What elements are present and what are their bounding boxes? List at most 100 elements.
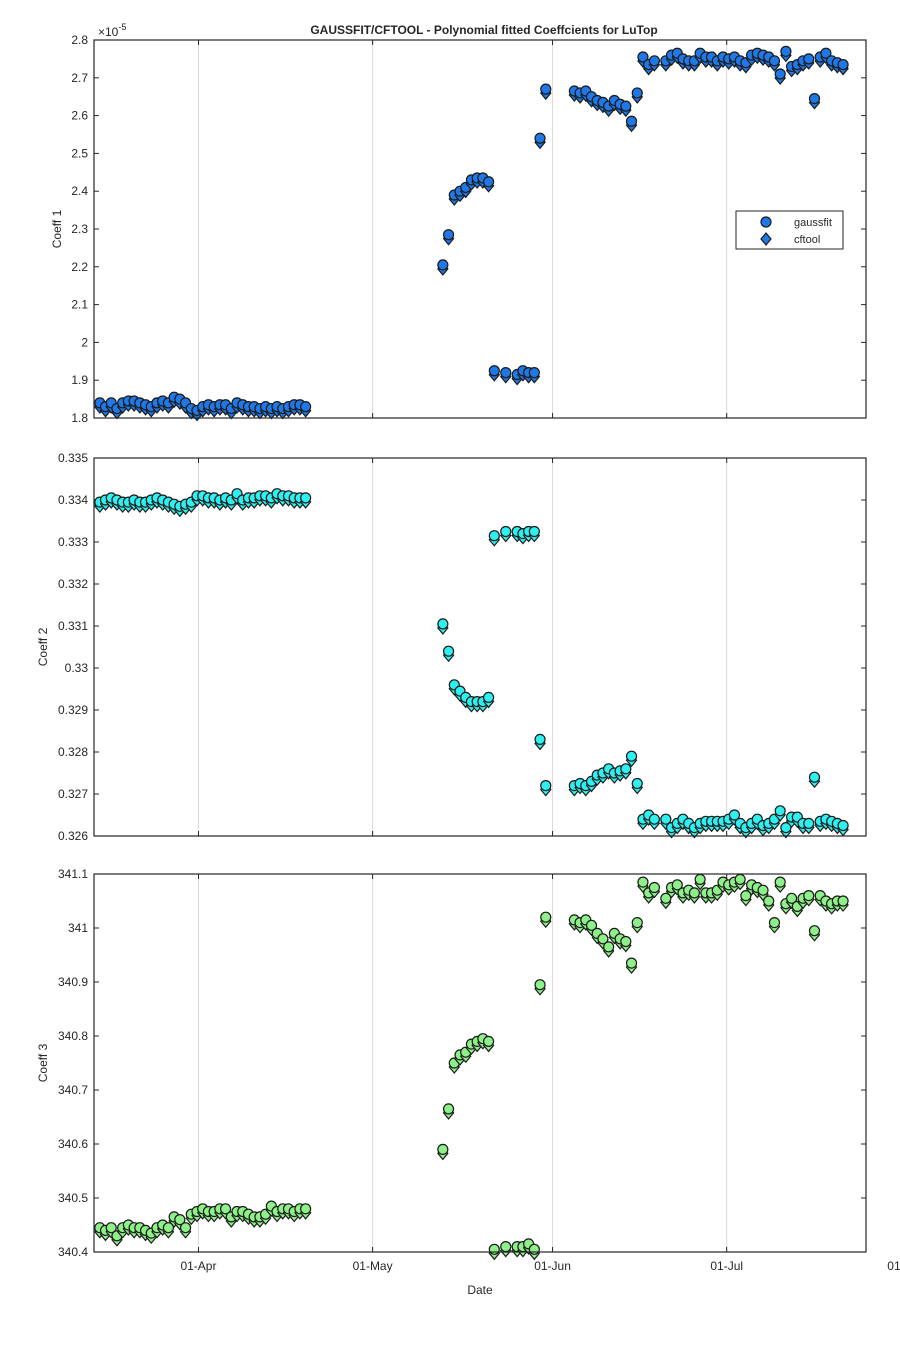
- x-tick-label: 01-Apr: [180, 1259, 216, 1273]
- panel-c3: 01-Apr 01-May 01-Jun 01-Jul 01-Aug 340.4 340.5…: [36, 867, 900, 1297]
- gaussfit-point: [631, 87, 643, 99]
- plot-frame: [93, 39, 867, 419]
- legend-label-cftool: cftool: [794, 234, 820, 246]
- gaussfit-point: [740, 889, 752, 902]
- y-axis-label: Coeff 1: [50, 209, 64, 248]
- gaussfit-point: [648, 55, 660, 67]
- gaussfit-point: [488, 1243, 500, 1255]
- gaussfit-point: [442, 1103, 455, 1115]
- gaussfit-point: [620, 100, 632, 112]
- y-tick-label: 0.329: [58, 703, 88, 717]
- gaussfit-point: [757, 884, 769, 896]
- gaussfit-point: [437, 618, 449, 630]
- y-tick-label: 0.332: [58, 577, 88, 591]
- y-tick-label: 2.1: [71, 298, 88, 312]
- y-tick-label: 0.334: [58, 493, 88, 507]
- y-tick-label: 340.6: [58, 1137, 88, 1151]
- gaussfit-point: [300, 492, 312, 504]
- gaussfit-point: [688, 887, 701, 899]
- gaussfit-point: [637, 876, 649, 888]
- gaussfit-point: [780, 45, 792, 57]
- gaussfit-point: [500, 367, 512, 379]
- gaussfit-point: [528, 367, 540, 379]
- gaussfit-point: [803, 817, 815, 830]
- gaussfit-point: [625, 957, 638, 969]
- gaussfit-point: [808, 92, 821, 105]
- y-tick-label: 340.5: [58, 1191, 88, 1205]
- gaussfit-point: [540, 83, 552, 95]
- legend-marker-cftool: [760, 232, 772, 246]
- series-points: [94, 488, 849, 839]
- gaussfit-point: [540, 911, 552, 923]
- y-tick-label: 340.9: [58, 975, 88, 989]
- gaussfit-point: [482, 691, 495, 704]
- gaussfit-point: [786, 892, 798, 904]
- gaussfit-point: [774, 805, 786, 817]
- gaussfit-point: [660, 892, 672, 904]
- gaussfit-point: [671, 879, 683, 891]
- gaussfit-point: [837, 895, 849, 907]
- gaussfit-point: [488, 365, 500, 377]
- gaussfit-point: [174, 1213, 186, 1226]
- y-axis-label: Coeff 2: [36, 627, 50, 666]
- x-tick-label: 01-Jul: [710, 1259, 743, 1273]
- y-tick-label: 341.1: [58, 867, 88, 881]
- gaussfit-point: [774, 68, 786, 80]
- legend: gaussfit cftool: [735, 210, 844, 250]
- x-tick-label: 01-Aug: [887, 1259, 900, 1273]
- y-tick-label: 2.3: [71, 222, 88, 236]
- y-tick-label: 2.4: [71, 184, 88, 198]
- y-tick-label: 0.333: [58, 535, 88, 549]
- gaussfit-point: [442, 645, 455, 657]
- gaussfit-point: [625, 750, 638, 762]
- x-tick-label: 01-Jun: [534, 1259, 571, 1273]
- gaussfit-point: [597, 933, 609, 945]
- gaussfit-point: [620, 763, 632, 775]
- y-tick-label: 0.335: [58, 451, 88, 465]
- gaussfit-point: [631, 916, 643, 929]
- y-tick-label: 0.33: [65, 661, 89, 675]
- y-tick-label: 2.6: [71, 109, 88, 123]
- gaussfit-point: [837, 819, 849, 832]
- gaussfit-point: [660, 813, 672, 825]
- gaussfit-point: [637, 51, 649, 63]
- y-tick-label: 1.8: [71, 411, 88, 425]
- plot-area: [94, 874, 866, 1252]
- gaussfit-point: [105, 1222, 117, 1234]
- gaussfit-point: [437, 259, 449, 271]
- gaussfit-point: [437, 1143, 449, 1156]
- gaussfit-point: [442, 229, 455, 241]
- gaussfit-point: [734, 873, 746, 886]
- y-tick-label: 340.4: [58, 1245, 88, 1259]
- gaussfit-point: [808, 771, 821, 783]
- y-tick-label: 340.8: [58, 1029, 88, 1043]
- gaussfit-point: [162, 1222, 175, 1234]
- legend-marker-gaussfit: [760, 216, 772, 228]
- gaussfit-point: [482, 176, 495, 188]
- gaussfit-point: [482, 1035, 495, 1048]
- panels: 1.8 1.9 2 2.1 2.2 2.3 2.4 2.5 2.6 2.7 2.8 Coeff 1 ×1…: [36, 22, 900, 1297]
- figure-title: GAUSSFIT/CFTOOL - Polynomial fitted Coef…: [310, 23, 657, 37]
- y-tick-label: 0.327: [58, 787, 88, 801]
- gaussfit-point: [837, 58, 849, 71]
- gaussfit-point: [768, 55, 781, 67]
- gaussfit-point: [534, 979, 546, 991]
- gaussfit-point: [603, 941, 615, 953]
- plot-area: [94, 458, 866, 836]
- plot-frame: [93, 873, 867, 1253]
- panel-c1: 1.8 1.9 2 2.1 2.2 2.3 2.4 2.5 2.6 2.7 2.8 Coeff 1 ×1…: [50, 22, 867, 425]
- gaussfit-point: [219, 1203, 232, 1215]
- panel-c2: 0.326 0.327 0.328 0.329 0.33 0.331 0.332 0.333 0…: [36, 451, 867, 843]
- gaussfit-point: [728, 809, 741, 821]
- gaussfit-point: [300, 1203, 312, 1215]
- y-tick-label: 1.9: [71, 373, 88, 387]
- gaussfit-point: [528, 1243, 540, 1255]
- y-exponent-label: ×10-5: [98, 22, 126, 39]
- y-tick-label: 0.328: [58, 745, 88, 759]
- y-tick-label: 0.326: [58, 829, 88, 843]
- gaussfit-point: [648, 881, 660, 894]
- plot-frame: [93, 457, 867, 837]
- series-points: [94, 45, 849, 422]
- gaussfit-point: [179, 1222, 192, 1234]
